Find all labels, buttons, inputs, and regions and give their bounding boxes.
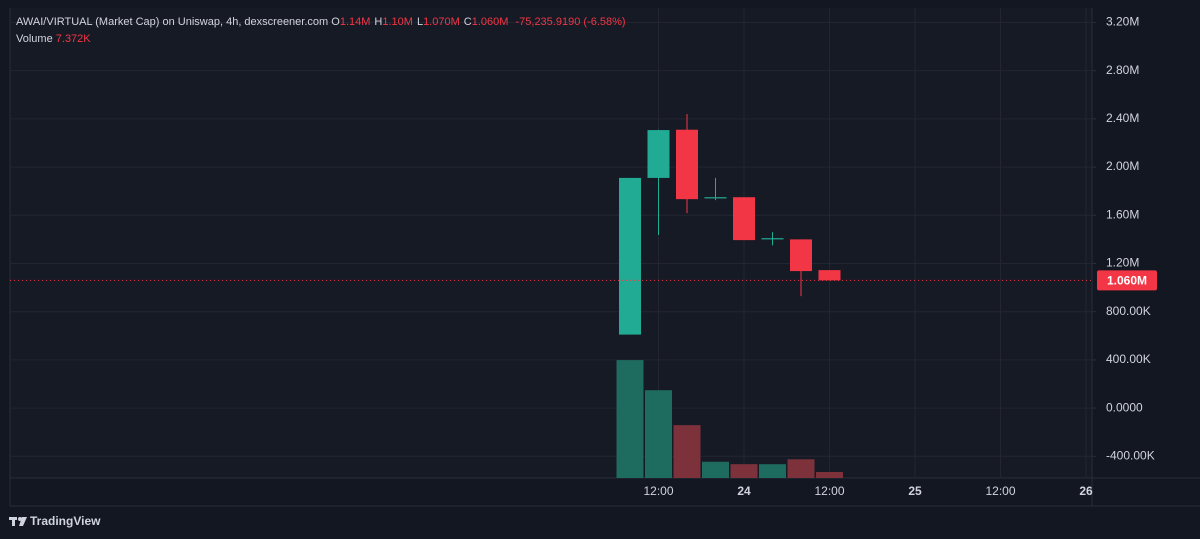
candle-body (818, 270, 841, 281)
volume-title: Volume (16, 33, 53, 45)
brand: TradingView (30, 514, 101, 528)
y-tick-label: 1.60M (1106, 207, 1139, 221)
last-price-label: 1.060M (1107, 274, 1147, 288)
grid (10, 8, 1092, 478)
x-tick-label: 12:00 (643, 484, 673, 498)
y-tick-label: -400.00K (1106, 448, 1155, 462)
x-tick-label: 12:00 (814, 484, 844, 498)
ohlc-legend: O1.14M H1.10M L1.070M C1.060M (331, 16, 512, 28)
y-tick-label: 2.00M (1106, 159, 1139, 173)
change: -75,235.9190 (-6.58%) (515, 16, 626, 28)
volume-bar (787, 459, 815, 478)
candle-body (676, 129, 698, 200)
candle-body (619, 177, 641, 335)
legend-key: H (374, 16, 383, 28)
volume-line: Volume 7.372K (16, 33, 91, 45)
legend-key: C (463, 16, 472, 28)
y-tick-label: 3.20M (1106, 15, 1139, 29)
candle-body (733, 197, 755, 241)
candle-body (761, 238, 784, 240)
volume-bar (759, 464, 786, 478)
legend-value: 1.14M (339, 16, 371, 28)
volume-bar (702, 461, 729, 478)
y-tick-label: 1.20M (1106, 256, 1139, 270)
volume-bar (816, 472, 843, 478)
x-tick-label: 24 (737, 484, 751, 498)
candle-body (704, 197, 727, 199)
volume-bar (645, 390, 672, 478)
x-tick-label: 12:00 (985, 484, 1015, 498)
brand-logo (9, 517, 27, 526)
legend-value: 1.060M (471, 16, 509, 28)
x-tick-label: 25 (908, 484, 922, 498)
last-price-box (1097, 270, 1157, 291)
header-line: AWAI/VIRTUAL (Market Cap) on Uniswap, 4h… (16, 16, 626, 28)
legend-key: L (416, 16, 424, 28)
candle-body (647, 130, 670, 178)
pane (10, 8, 1092, 478)
legend-value: 1.10M (382, 16, 413, 28)
chart-title: AWAI/VIRTUAL (Market Cap) on Uniswap, 4h… (16, 16, 329, 28)
volume-bar (730, 464, 758, 478)
legend-key: O (331, 16, 340, 28)
volume-value: 7.372K (55, 33, 91, 45)
legend-value: 1.070M (423, 16, 460, 28)
volume-bar (673, 425, 701, 478)
volume-bar (616, 360, 644, 478)
y-tick-label: 800.00K (1106, 304, 1151, 318)
y-tick-label: 2.80M (1106, 63, 1139, 77)
y-tick-label: 400.00K (1106, 352, 1151, 366)
candle-body (790, 239, 812, 272)
x-tick-label: 26 (1079, 484, 1093, 498)
y-tick-label: 2.40M (1106, 111, 1139, 125)
y-tick-label: 0.0000 (1106, 400, 1143, 414)
